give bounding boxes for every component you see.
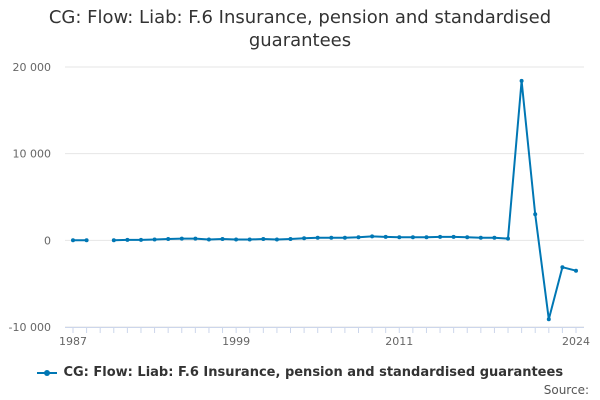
y-tick-label: 20 000 xyxy=(13,61,52,74)
source-label: Source: xyxy=(543,383,589,397)
y-tick-label: 10 000 xyxy=(13,148,52,161)
plot-area xyxy=(71,78,578,322)
y-tick-label: -10 000 xyxy=(9,321,51,334)
data-point xyxy=(193,236,198,241)
x-tick-label: 1999 xyxy=(222,335,250,348)
data-point xyxy=(111,238,116,243)
y-tick-label: 0 xyxy=(44,234,51,247)
data-point xyxy=(438,234,443,239)
data-point xyxy=(302,236,307,241)
data-point xyxy=(478,235,483,240)
data-point xyxy=(261,237,266,241)
tick-labels: -10 000 0 10 000 20 000 1987 1999 2011 2024 xyxy=(9,61,590,348)
data-point xyxy=(220,237,225,241)
data-point xyxy=(288,237,293,241)
data-point xyxy=(139,237,143,242)
data-point xyxy=(125,237,130,242)
data-point xyxy=(519,78,524,83)
data-point xyxy=(410,235,415,240)
data-point xyxy=(533,212,538,217)
data-point xyxy=(206,237,211,242)
chart-title: CG: Flow: Liab: F.6 Insurance, pension a… xyxy=(48,7,552,51)
x-tick-label: 1987 xyxy=(59,335,87,348)
data-point xyxy=(152,237,157,242)
legend-marker-icon xyxy=(36,368,57,378)
data-point xyxy=(234,237,239,242)
data-point xyxy=(465,235,470,240)
data-point xyxy=(179,236,184,241)
data-point xyxy=(492,235,497,240)
axes xyxy=(65,327,584,333)
data-point xyxy=(342,235,347,240)
data-point xyxy=(560,265,565,270)
legend[interactable]: CG: Flow: Liab: F.6 Insurance, pension a… xyxy=(0,365,600,380)
data-point xyxy=(166,237,171,241)
data-point xyxy=(574,268,578,273)
x-tick-label: 2024 xyxy=(562,335,590,348)
data-point xyxy=(506,236,510,241)
data-point xyxy=(71,238,75,243)
data-point xyxy=(370,234,375,239)
data-point xyxy=(315,235,320,240)
data-point xyxy=(247,237,252,242)
data-point xyxy=(546,317,551,322)
data-point xyxy=(329,235,334,240)
data-point xyxy=(451,234,456,239)
gridlines xyxy=(65,66,584,328)
data-point xyxy=(424,235,429,240)
data-point xyxy=(356,235,361,240)
data-point xyxy=(383,234,388,239)
series-line xyxy=(112,79,577,321)
data-point xyxy=(274,237,279,242)
data-point xyxy=(84,238,89,243)
data-point xyxy=(397,235,402,240)
x-tick-label: 2011 xyxy=(385,335,413,348)
legend-label: CG: Flow: Liab: F.6 Insurance, pension a… xyxy=(63,365,564,380)
